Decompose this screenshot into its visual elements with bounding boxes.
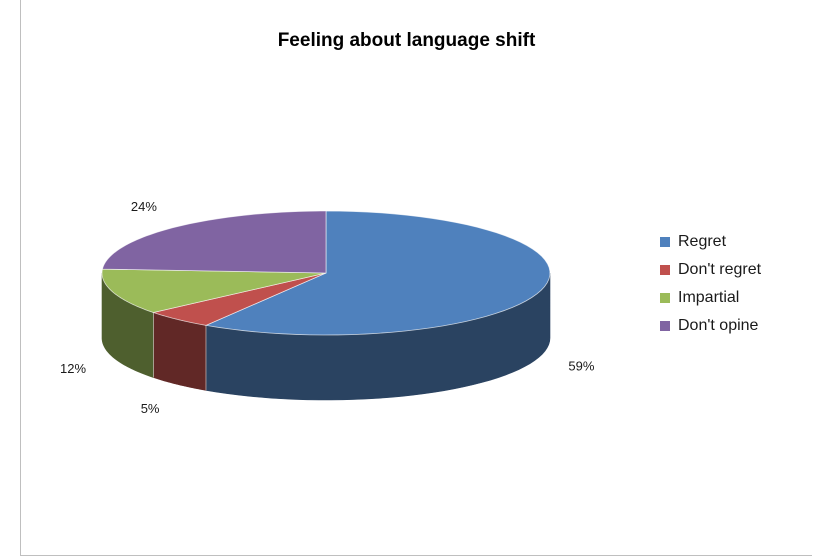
data-label-1: 5%	[141, 401, 160, 416]
legend-item-dont-regret: Don't regret	[660, 256, 761, 284]
pie-data-labels: 59% 5% 12% 24%	[60, 199, 595, 416]
pie-slice-3	[101, 210, 327, 274]
data-label-3: 24%	[131, 199, 157, 214]
legend-swatch	[660, 293, 670, 303]
legend: Regret Don't regret Impartial Don't opin…	[660, 228, 761, 340]
legend-item-regret: Regret	[660, 228, 761, 256]
chart-title: Feeling about language shift	[277, 30, 536, 51]
legend-label: Don't regret	[678, 261, 762, 278]
legend-label: Don't opine	[678, 317, 759, 334]
pie-slice-0	[204, 210, 551, 336]
data-label-0: 59%	[568, 359, 594, 374]
legend-item-dont-opine: Don't opine	[660, 312, 761, 340]
pie-slice-2	[101, 268, 327, 313]
legend-label: Impartial	[678, 289, 740, 306]
pie-slice-1	[151, 272, 327, 326]
pie-tops	[101, 210, 551, 336]
legend-label: Regret	[678, 233, 727, 250]
legend-swatch	[660, 321, 670, 331]
data-label-2: 12%	[60, 361, 86, 376]
legend-swatch	[660, 265, 670, 275]
legend-item-impartial: Impartial	[660, 284, 761, 312]
legend-swatch	[660, 237, 670, 247]
pie-sides	[101, 272, 551, 401]
